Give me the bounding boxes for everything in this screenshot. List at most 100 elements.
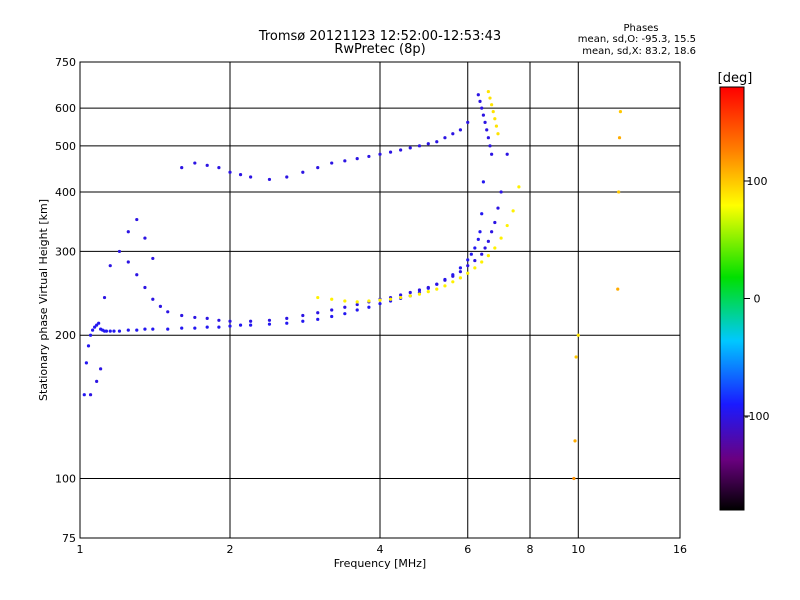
data-point (343, 299, 347, 303)
data-point (330, 161, 334, 165)
data-point (267, 177, 272, 182)
data-point (151, 256, 155, 261)
data-point (426, 290, 430, 294)
data-point (316, 317, 320, 321)
y-tick-label: 400 (55, 186, 76, 199)
data-point (617, 190, 621, 194)
data-point (435, 140, 439, 144)
data-point (399, 293, 403, 297)
data-point (618, 110, 623, 114)
data-point (249, 323, 253, 327)
data-point (367, 154, 371, 159)
data-point (443, 136, 447, 140)
data-point (435, 287, 439, 291)
data-point (478, 99, 482, 103)
data-point (485, 128, 489, 132)
data-point (476, 93, 480, 97)
data-point (82, 393, 86, 397)
data-point (228, 170, 232, 174)
data-point (95, 379, 99, 383)
data-point (408, 294, 412, 298)
data-point (486, 89, 490, 94)
data-point (574, 355, 578, 359)
data-points (82, 89, 623, 481)
data-point (135, 217, 139, 222)
data-point (117, 329, 122, 333)
data-point (285, 316, 289, 320)
data-point (126, 260, 130, 264)
data-point (158, 304, 163, 308)
data-point (180, 326, 184, 330)
data-point (469, 252, 473, 256)
x-tick-label: 4 (377, 543, 384, 556)
data-point (102, 295, 107, 300)
chart-title: Tromsø 20121123 12:52:00-12:53:43 (258, 29, 501, 44)
y-tick-label: 300 (55, 245, 76, 258)
data-point (458, 276, 463, 280)
data-point (267, 322, 272, 326)
data-point (488, 144, 492, 148)
data-point (451, 132, 455, 136)
data-point (572, 476, 576, 481)
data-point (249, 319, 253, 323)
x-axis-label: Frequency [MHz] (334, 557, 426, 570)
data-point (193, 161, 197, 165)
data-point (480, 252, 484, 256)
data-point (496, 132, 500, 136)
data-point (249, 175, 253, 179)
data-point (316, 311, 320, 315)
data-point (488, 96, 492, 100)
data-point (180, 166, 184, 170)
data-point (490, 103, 494, 107)
data-point (316, 295, 320, 300)
data-point (126, 230, 130, 234)
data-point (217, 325, 221, 329)
data-point (355, 300, 359, 304)
data-point (166, 310, 170, 314)
data-point (343, 159, 347, 163)
data-point (143, 285, 147, 290)
data-point (458, 270, 463, 274)
data-point (205, 163, 209, 167)
data-point (480, 106, 484, 110)
data-point (135, 328, 139, 332)
data-point (285, 175, 289, 179)
colorbar-tick-label: 100 (747, 175, 768, 188)
data-point (483, 246, 487, 250)
data-point (355, 308, 359, 312)
data-point (491, 110, 495, 114)
data-point (573, 439, 577, 443)
stats-heading: Phases (623, 23, 658, 34)
data-point (343, 312, 347, 316)
data-point (378, 152, 382, 156)
data-point (193, 315, 197, 320)
data-point (95, 323, 99, 327)
data-point (490, 152, 494, 156)
data-point (301, 313, 305, 318)
data-point (426, 142, 430, 146)
data-point (238, 173, 243, 177)
data-point (108, 264, 112, 268)
data-point (166, 327, 170, 331)
data-point (112, 329, 116, 333)
data-point (443, 284, 447, 288)
data-point (267, 318, 272, 322)
data-point (301, 319, 305, 323)
data-point (330, 297, 334, 301)
x-tick-label: 10 (571, 543, 585, 556)
data-point (473, 266, 477, 270)
data-point (108, 329, 112, 333)
data-point (483, 120, 487, 124)
data-point (355, 157, 359, 161)
x-axis-ticks: 1 2 4 6 8 10 16 (77, 543, 688, 556)
data-point (473, 258, 477, 263)
data-point (399, 148, 403, 152)
data-point (451, 280, 455, 284)
data-point (616, 287, 620, 291)
data-point (388, 297, 393, 301)
data-point (476, 237, 480, 241)
data-point (238, 323, 243, 327)
stats-line-o: mean, sd,O: -95.3, 15.5 (578, 34, 696, 45)
data-point (486, 239, 490, 243)
x-tick-label: 8 (527, 543, 534, 556)
